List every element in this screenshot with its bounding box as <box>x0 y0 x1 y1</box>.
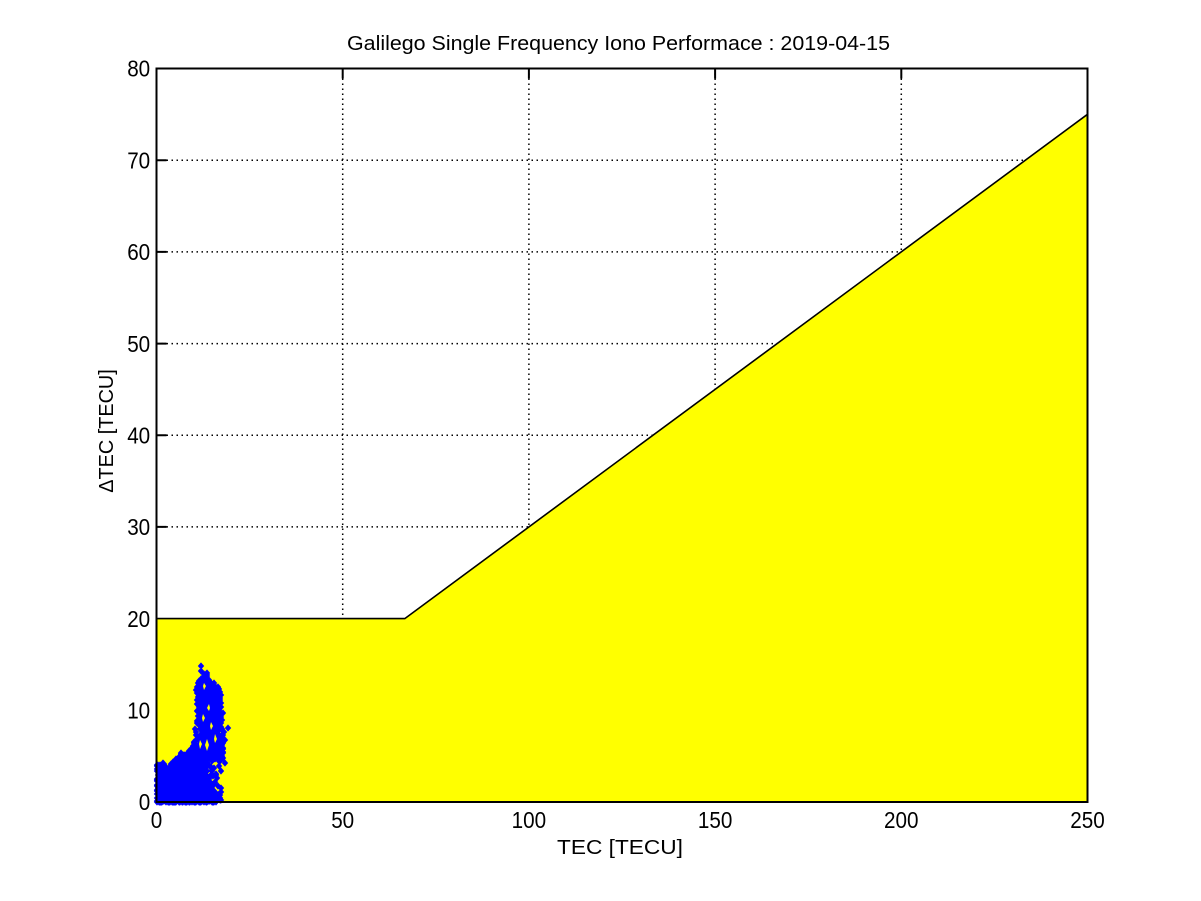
svg-text:100: 100 <box>512 807 547 833</box>
svg-text:200: 200 <box>884 807 919 833</box>
svg-text:Galilego Single Frequency Iono: Galilego Single Frequency Iono Performac… <box>347 33 890 55</box>
svg-text:50: 50 <box>127 331 150 357</box>
svg-text:150: 150 <box>698 807 733 833</box>
svg-text:TEC [TECU]: TEC [TECU] <box>557 837 683 859</box>
svg-text:60: 60 <box>127 239 150 265</box>
svg-text:50: 50 <box>331 807 354 833</box>
svg-text:250: 250 <box>1070 807 1105 833</box>
svg-text:30: 30 <box>127 514 150 540</box>
svg-text:20: 20 <box>127 606 150 632</box>
svg-text:80: 80 <box>127 56 150 82</box>
svg-text:40: 40 <box>127 422 150 448</box>
svg-text:10: 10 <box>127 698 150 724</box>
svg-text:70: 70 <box>127 147 150 173</box>
svg-text:ΔTEC [TECU]: ΔTEC [TECU] <box>96 369 118 493</box>
svg-text:0: 0 <box>151 807 163 833</box>
svg-text:0: 0 <box>139 789 151 815</box>
